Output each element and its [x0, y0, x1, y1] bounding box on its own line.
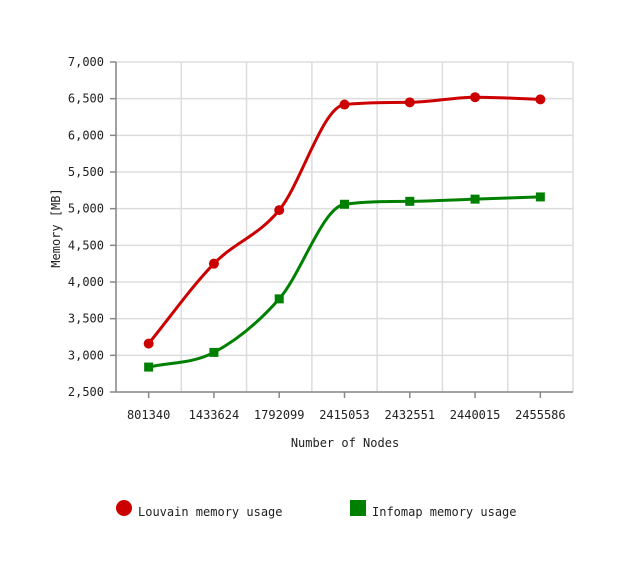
x-tick-label: 2415053	[319, 408, 370, 422]
data-point	[470, 92, 481, 103]
x-axis-label: Number of Nodes	[291, 436, 399, 450]
y-tick-label: 2,500	[68, 385, 104, 399]
x-tick-label: 1792099	[254, 408, 305, 422]
y-tick-label: 4,500	[68, 238, 104, 252]
series-layer	[143, 92, 546, 372]
x-tick-label: 2440015	[450, 408, 501, 422]
data-point	[209, 347, 219, 357]
data-point	[143, 338, 154, 349]
data-point	[339, 99, 350, 110]
data-point	[144, 362, 154, 372]
data-point	[470, 194, 480, 204]
grid	[115, 61, 574, 393]
data-point	[208, 258, 219, 269]
y-tick-label: 6,500	[68, 92, 104, 106]
legend: Louvain memory usage Infomap memory usage	[116, 500, 517, 519]
x-tick-label: 2432551	[384, 408, 435, 422]
y-tick-label: 6,000	[68, 128, 104, 142]
data-point	[535, 192, 545, 202]
y-tick-label: 5,500	[68, 165, 104, 179]
legend-marker	[116, 500, 132, 516]
data-point	[535, 94, 546, 105]
legend-marker	[350, 500, 366, 516]
y-tick-label: 3,500	[68, 312, 104, 326]
legend-label: Louvain memory usage	[138, 505, 283, 519]
y-tick-label: 3,000	[68, 348, 104, 362]
series-line	[147, 95, 541, 345]
x-tick-label: 1433624	[189, 408, 240, 422]
data-point	[274, 205, 285, 216]
y-tick-label: 4,000	[68, 275, 104, 289]
data-point	[405, 196, 415, 206]
y-tick-label: 7,000	[68, 55, 104, 69]
x-tick-label: 2455586	[515, 408, 566, 422]
y-axis-label: Memory [MB]	[49, 188, 63, 267]
x-tick-label: 801340	[127, 408, 170, 422]
data-point	[274, 294, 284, 304]
axes: 2,500 3,000 3,500 4,000 4,500 5,000 5,500 6,000…	[68, 55, 573, 422]
data-point	[340, 199, 349, 209]
data-point	[404, 97, 415, 108]
legend-label: Infomap memory usage	[372, 505, 517, 519]
y-tick-label: 5,000	[68, 202, 104, 216]
